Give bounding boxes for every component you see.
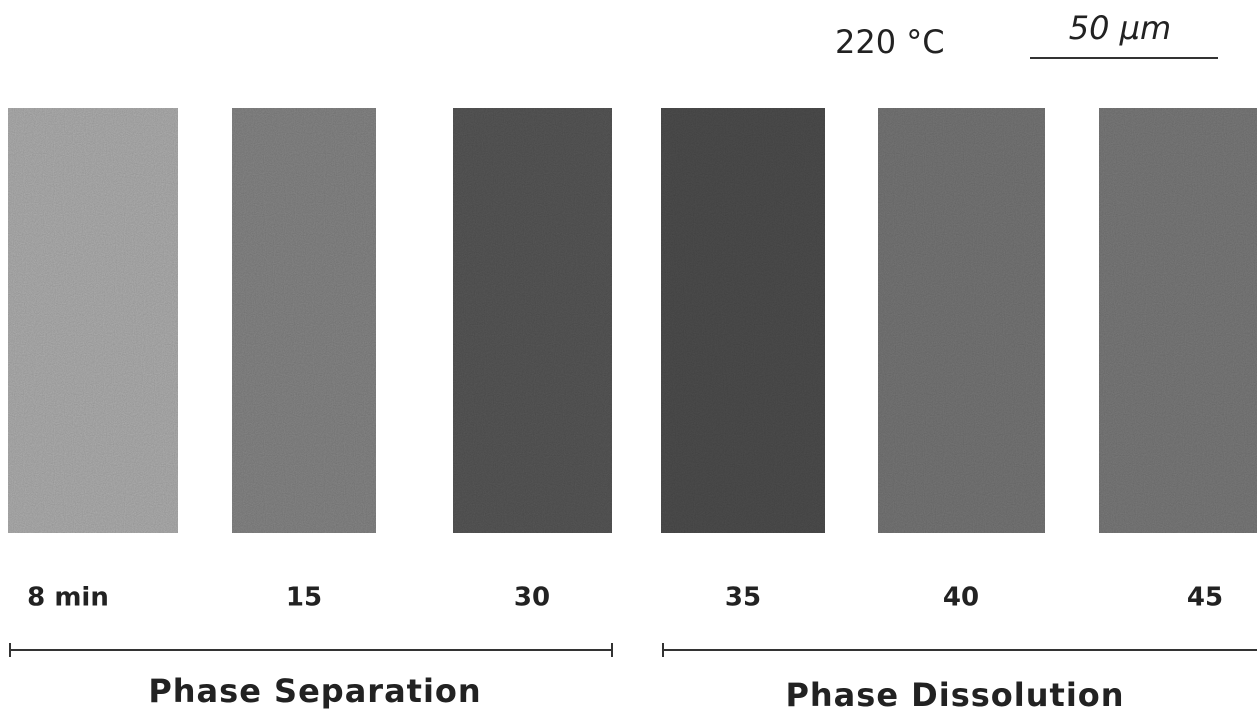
temperature: 220 °C [835,23,945,61]
panel-label: 45 [1187,583,1223,613]
panel-label: 40 [943,583,979,613]
group-label: Phase Dissolution [785,676,1124,714]
micrograph [1099,108,1257,533]
micrograph [878,108,1045,533]
panel-label: 15 [286,583,322,613]
micrograph [453,108,612,533]
micrograph [661,108,825,533]
micrograph [8,108,178,533]
panel-label: 30 [514,583,550,613]
scale-bar-label: 50 μm [1069,9,1171,47]
panel-label: 8 min [27,583,109,613]
panel-label: 35 [725,583,761,613]
micrograph [232,108,376,533]
group-label: Phase Separation [148,672,481,710]
